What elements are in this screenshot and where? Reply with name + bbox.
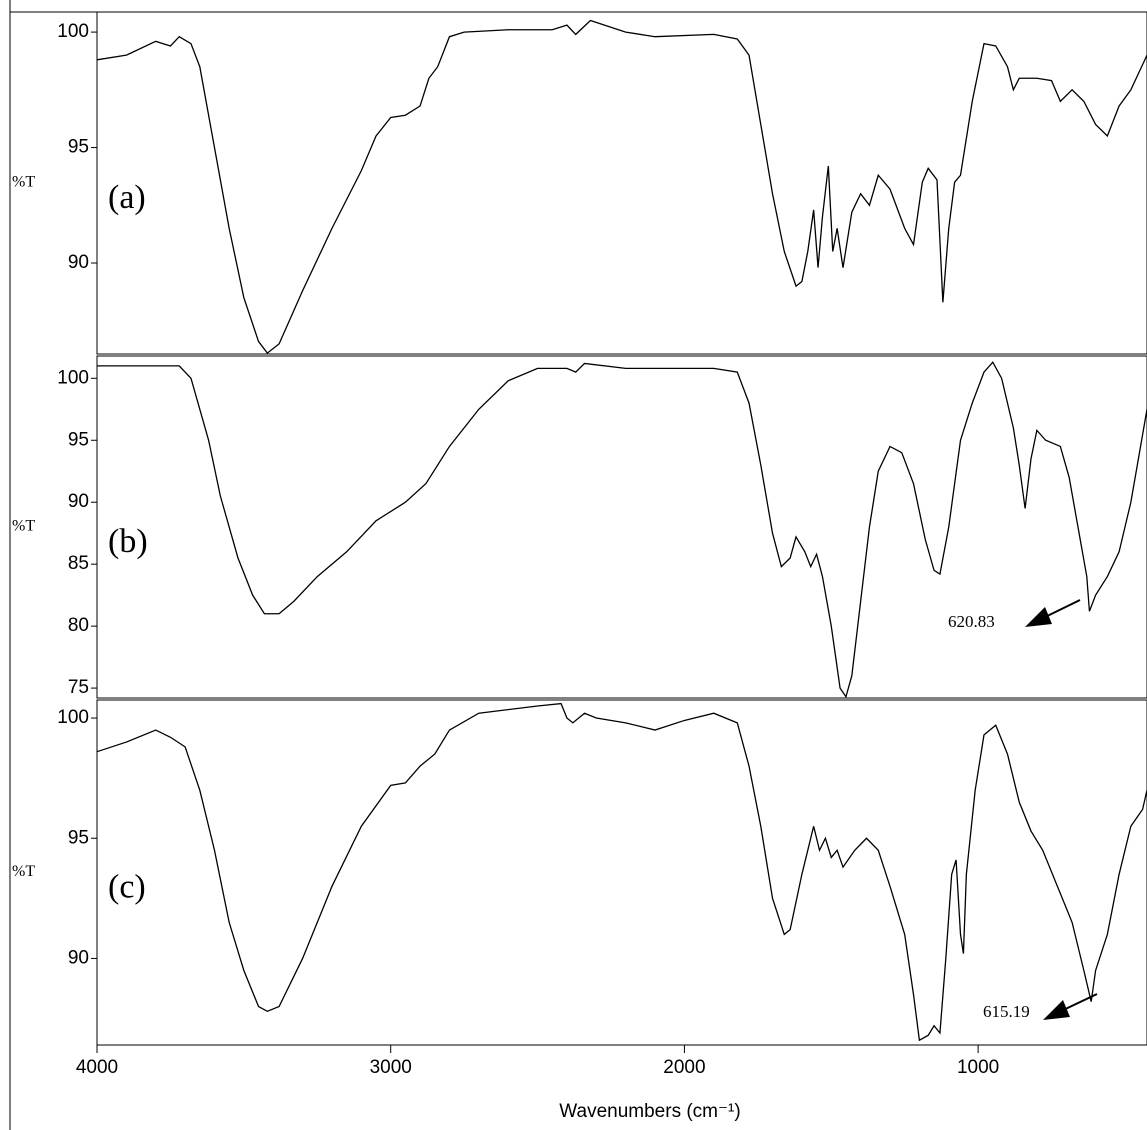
panel-frame bbox=[96, 699, 1147, 1046]
y-tick-label: 75 bbox=[68, 677, 89, 698]
x-tick-label: 3000 bbox=[370, 1057, 412, 1078]
y-tick-label: 100 bbox=[57, 21, 89, 42]
panel-frame bbox=[96, 355, 1147, 699]
y-tick-label: 85 bbox=[68, 553, 89, 574]
panel-label: (a) bbox=[108, 179, 146, 216]
y-axis-label: %T bbox=[12, 863, 35, 880]
y-tick-label: 100 bbox=[57, 707, 89, 728]
y-tick-label: 90 bbox=[68, 491, 89, 512]
x-axis-label: Wavenumbers (cm⁻¹) bbox=[559, 1101, 740, 1122]
arrow-head bbox=[1043, 1000, 1070, 1020]
y-axis-label: %T bbox=[12, 518, 35, 535]
y-tick-label: 80 bbox=[68, 615, 89, 636]
spectrum-line bbox=[97, 361, 1147, 699]
y-tick-label: 95 bbox=[68, 429, 89, 450]
panel-frame bbox=[96, 11, 1147, 355]
y-tick-label: 95 bbox=[68, 827, 89, 848]
annotation: 615.19 bbox=[983, 1002, 1030, 1021]
y-tick-label: 100 bbox=[57, 367, 89, 388]
x-tick-label: 4000 bbox=[76, 1057, 118, 1078]
arrow-head bbox=[1025, 607, 1052, 627]
panel-label: (c) bbox=[108, 869, 146, 906]
y-axis-label: %T bbox=[12, 174, 35, 191]
y-tick-label: 90 bbox=[68, 252, 89, 273]
x-tick-label: 1000 bbox=[957, 1057, 999, 1078]
spectrum-line bbox=[96, 19, 1147, 354]
panel-label: (b) bbox=[108, 523, 148, 560]
annotation: 620.83 bbox=[948, 612, 995, 631]
spectrum-line bbox=[96, 702, 1147, 1042]
y-tick-label: 90 bbox=[68, 947, 89, 968]
x-tick-label: 2000 bbox=[663, 1057, 705, 1078]
y-tick-label: 95 bbox=[68, 137, 89, 158]
